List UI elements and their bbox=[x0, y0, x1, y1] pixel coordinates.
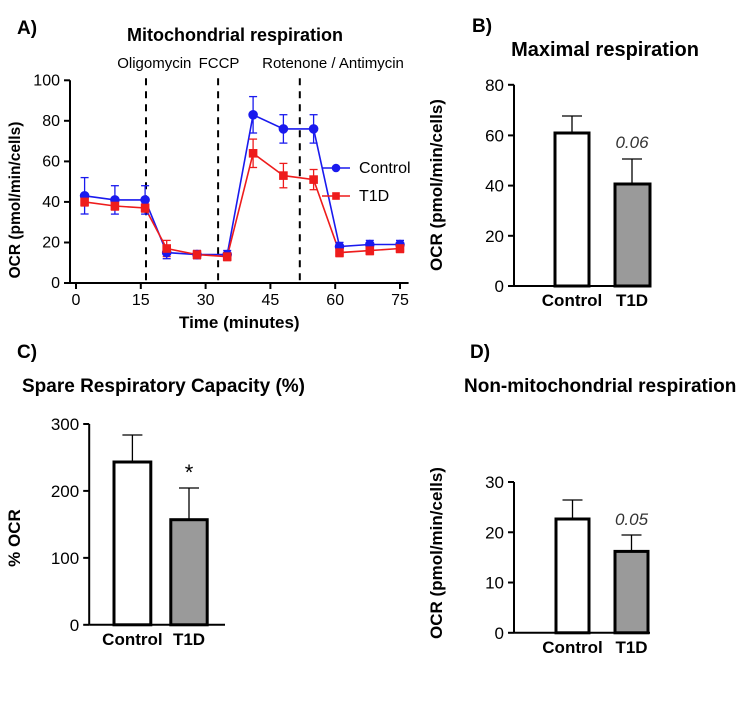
svg-text:0: 0 bbox=[495, 277, 504, 296]
svg-text:10: 10 bbox=[485, 574, 504, 593]
svg-text:80: 80 bbox=[42, 113, 60, 130]
svg-text:Control: Control bbox=[542, 638, 602, 657]
svg-text:Control: Control bbox=[359, 160, 411, 177]
svg-text:60: 60 bbox=[326, 292, 344, 309]
svg-text:100: 100 bbox=[33, 72, 60, 89]
svg-text:0.06: 0.06 bbox=[615, 133, 649, 152]
svg-text:0: 0 bbox=[51, 275, 60, 292]
svg-text:30: 30 bbox=[197, 292, 215, 309]
svg-text:60: 60 bbox=[485, 126, 504, 145]
svg-text:80: 80 bbox=[485, 76, 504, 95]
svg-text:T1D: T1D bbox=[615, 638, 647, 657]
svg-text:15: 15 bbox=[132, 292, 150, 309]
svg-text:100: 100 bbox=[51, 549, 79, 568]
svg-text:300: 300 bbox=[51, 415, 79, 434]
svg-text:% OCR: % OCR bbox=[5, 509, 24, 567]
svg-text:30: 30 bbox=[485, 473, 504, 492]
svg-text:OCR (pmol/min/cells): OCR (pmol/min/cells) bbox=[7, 122, 24, 279]
svg-text:Control: Control bbox=[102, 630, 162, 649]
svg-text:*: * bbox=[185, 460, 194, 485]
svg-text:T1D: T1D bbox=[359, 188, 389, 205]
svg-text:Time (minutes): Time (minutes) bbox=[179, 313, 300, 332]
svg-text:45: 45 bbox=[262, 292, 280, 309]
svg-text:FCCP: FCCP bbox=[199, 55, 240, 72]
svg-text:0: 0 bbox=[70, 616, 79, 635]
svg-text:20: 20 bbox=[485, 523, 504, 542]
svg-text:200: 200 bbox=[51, 482, 79, 501]
svg-text:Control: Control bbox=[542, 291, 602, 310]
svg-text:40: 40 bbox=[485, 177, 504, 196]
svg-text:OCR (pmol/min/cells): OCR (pmol/min/cells) bbox=[427, 99, 446, 271]
svg-text:T1D: T1D bbox=[173, 630, 205, 649]
svg-text:0.05: 0.05 bbox=[615, 510, 649, 529]
svg-text:OCR (pmol/min/cells): OCR (pmol/min/cells) bbox=[427, 467, 446, 639]
svg-text:Oligomycin: Oligomycin bbox=[117, 55, 191, 72]
svg-text:40: 40 bbox=[42, 194, 60, 211]
svg-text:Rotenone / Antimycin: Rotenone / Antimycin bbox=[262, 55, 404, 72]
svg-text:0: 0 bbox=[72, 292, 81, 309]
svg-text:60: 60 bbox=[42, 153, 60, 170]
svg-text:20: 20 bbox=[485, 227, 504, 246]
svg-text:0: 0 bbox=[495, 624, 504, 643]
svg-text:T1D: T1D bbox=[616, 291, 648, 310]
svg-text:20: 20 bbox=[42, 235, 60, 252]
svg-text:75: 75 bbox=[391, 292, 409, 309]
